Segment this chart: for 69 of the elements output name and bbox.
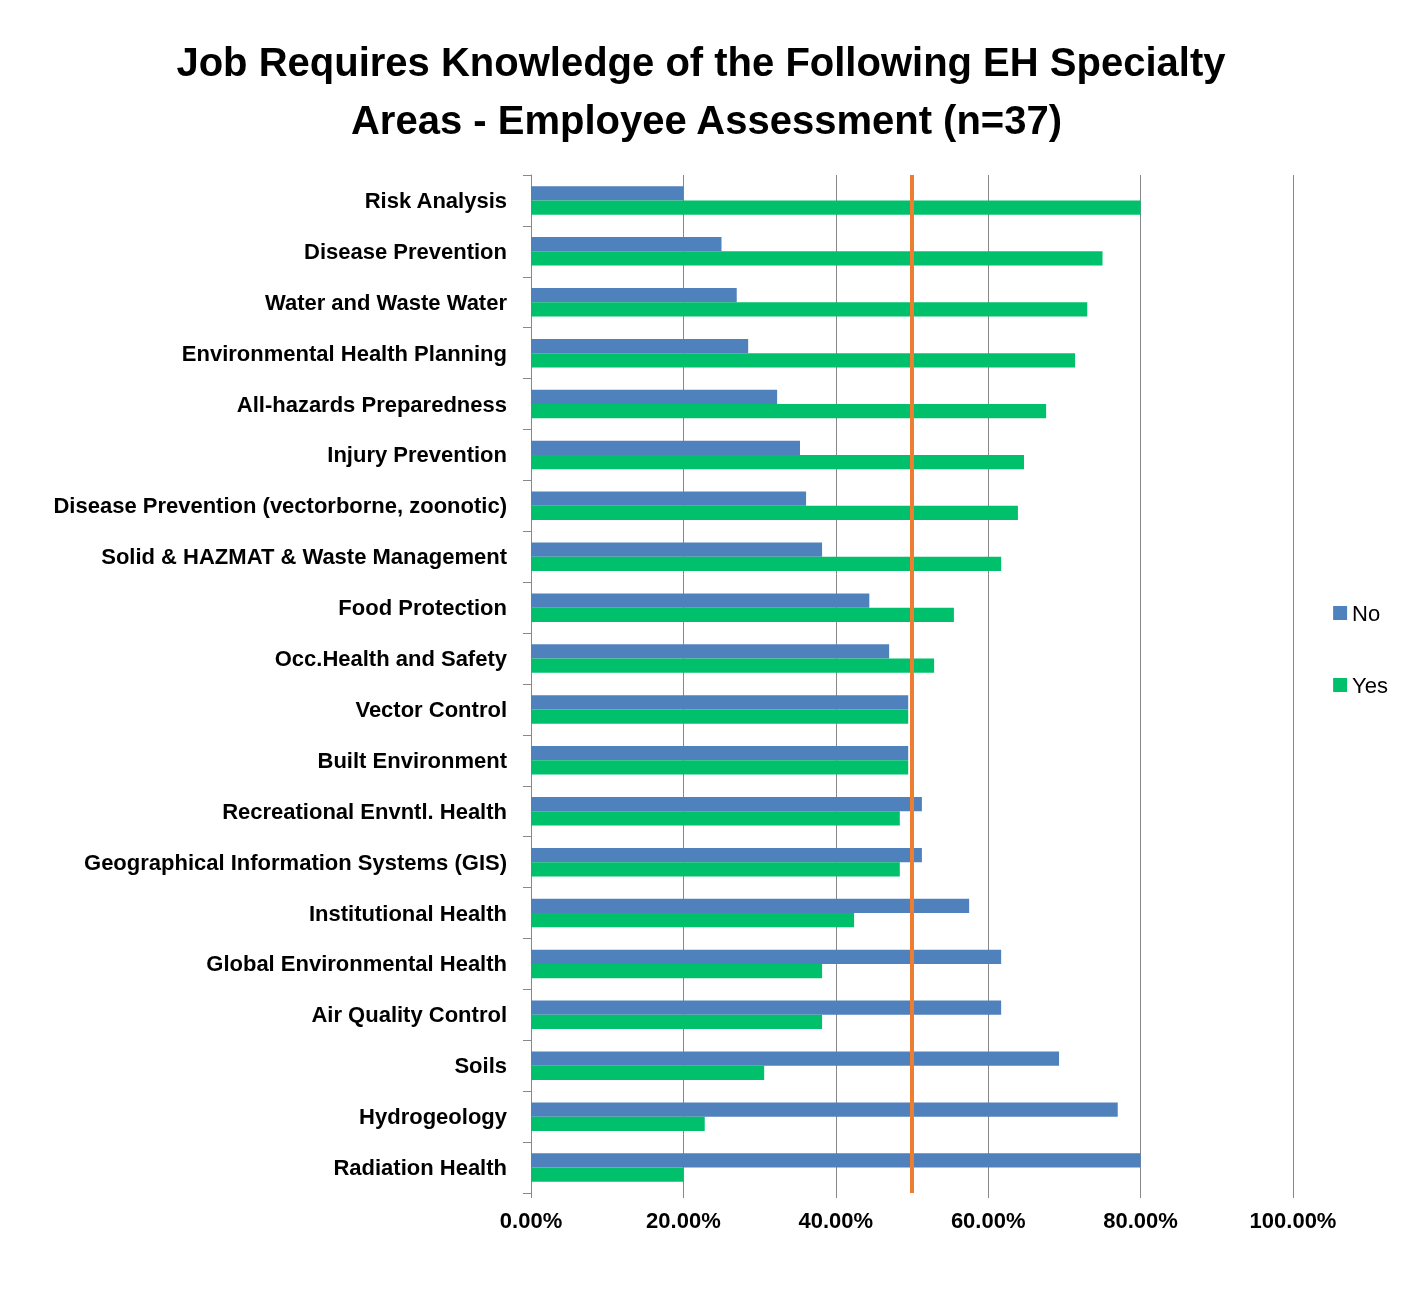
bar — [531, 695, 909, 710]
bar — [531, 949, 1002, 964]
bar — [531, 1167, 684, 1182]
bar — [531, 760, 909, 775]
y-tick-label: Geographical Information Systems (GIS) — [84, 849, 507, 875]
legend-label: Yes — [1352, 672, 1388, 698]
bar — [531, 1051, 1060, 1066]
bar — [531, 389, 778, 405]
chart-title: Job Requires Knowledge of the Following EH Specialty Areas - Employee Assessment (n=37) — [176, 40, 1237, 142]
bar — [531, 1102, 1118, 1117]
bar — [531, 338, 749, 354]
y-tick-label: Occ.Health and Safety — [274, 646, 508, 672]
bar — [531, 709, 909, 724]
x-tick-label: 20.00% — [646, 1207, 721, 1233]
bar — [531, 963, 823, 979]
x-tick-label: 80.00% — [1103, 1207, 1178, 1233]
bar — [531, 1065, 765, 1080]
bar — [531, 811, 900, 826]
x-tick-label: 60.00% — [950, 1207, 1026, 1233]
legend-label: No — [1352, 600, 1381, 626]
y-tick-label: Institutional Health — [309, 900, 507, 926]
bar — [531, 658, 935, 673]
y-tick-label: Hydrogeology — [359, 1104, 508, 1130]
bar — [531, 404, 1047, 419]
x-tick-label: 40.00% — [798, 1207, 874, 1233]
bar — [531, 353, 1076, 368]
bar — [531, 607, 954, 622]
y-tick-label: Soils — [454, 1053, 507, 1079]
y-tick-label: All-hazards Preparedness — [236, 391, 507, 417]
x-tick-label: 100.00% — [1249, 1207, 1337, 1233]
bar — [531, 644, 890, 659]
y-tick-label: Disease Prevention (vectorborne, zoonotic) — [53, 493, 507, 519]
y-tick-label: Injury Prevention — [327, 442, 507, 468]
y-tick-label: Global Environmental Health — [206, 951, 507, 977]
bar — [531, 862, 900, 877]
bar — [531, 302, 1088, 317]
bar — [531, 1116, 705, 1131]
bar — [531, 797, 922, 812]
bar — [531, 556, 1002, 571]
bar — [531, 593, 870, 608]
bar — [531, 440, 800, 455]
y-tick-label: Water and Waste Water — [264, 289, 508, 315]
bar — [531, 1000, 1002, 1015]
bar — [531, 1153, 1141, 1168]
y-tick-label: Solid & HAZMAT & Waste Management — [101, 544, 508, 570]
bar — [531, 491, 807, 506]
bar — [531, 898, 970, 914]
bar — [531, 186, 684, 201]
bar — [531, 1014, 823, 1030]
y-tick-label: Disease Prevention — [304, 238, 507, 264]
y-tick-label: Radiation Health — [333, 1155, 507, 1181]
bar — [531, 913, 855, 928]
bar — [531, 251, 1103, 266]
bar — [531, 288, 737, 303]
x-tick-label: 0.00% — [499, 1207, 563, 1233]
y-tick-label: Risk Analysis — [364, 187, 507, 213]
y-tick-label: Air Quality Control — [311, 1002, 507, 1028]
y-tick-label: Environmental Health Planning — [181, 340, 507, 366]
y-tick-label: Built Environment — [317, 747, 508, 773]
bar — [531, 847, 922, 863]
bar — [531, 542, 823, 557]
y-tick-label: Vector Control — [355, 696, 507, 722]
bar — [531, 454, 1025, 470]
bar — [531, 237, 722, 252]
y-tick-label: Food Protection — [338, 595, 507, 621]
bar — [531, 505, 1018, 521]
bar — [531, 200, 1141, 215]
bar — [531, 746, 909, 761]
y-tick-label: Recreational Envntl. Health — [222, 798, 507, 824]
